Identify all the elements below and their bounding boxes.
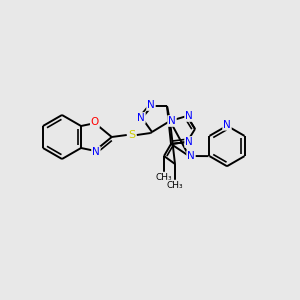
Text: O: O: [91, 117, 99, 127]
Text: CH₃: CH₃: [167, 181, 183, 190]
Text: N: N: [168, 116, 176, 126]
Text: N: N: [223, 120, 231, 130]
Text: N: N: [92, 147, 100, 157]
Text: N: N: [185, 137, 193, 147]
Text: S: S: [128, 130, 135, 140]
Text: N: N: [187, 151, 195, 161]
Text: N: N: [147, 100, 155, 110]
Text: N: N: [137, 113, 145, 123]
Text: CH₃: CH₃: [156, 172, 172, 182]
Text: N: N: [185, 111, 193, 121]
